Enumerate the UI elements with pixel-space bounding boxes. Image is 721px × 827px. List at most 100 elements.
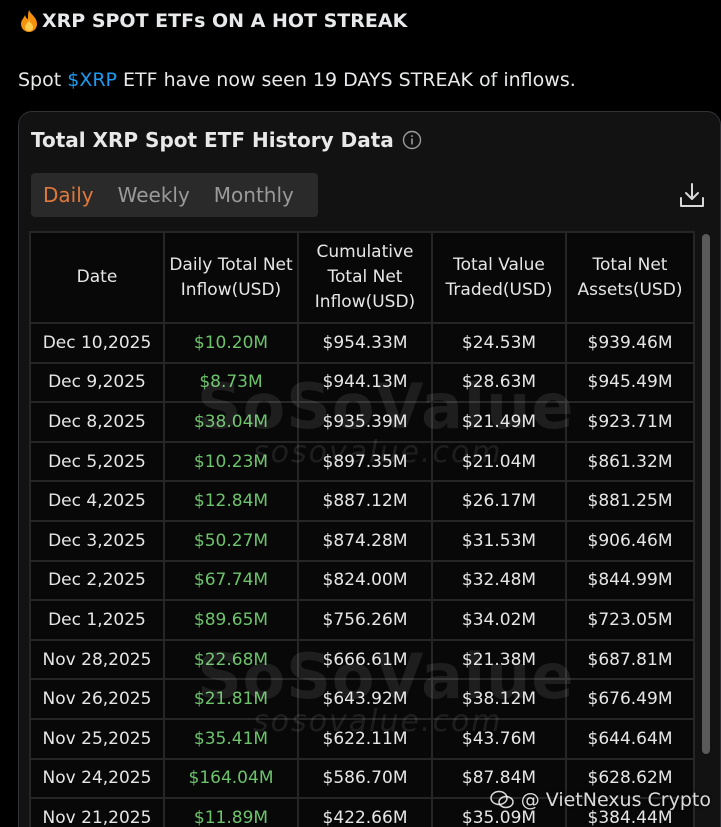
cell-total-net-assets: $644.64M xyxy=(565,717,695,760)
cell-daily-net-inflow: $12.84M xyxy=(163,480,299,522)
table-header-row: Date Daily Total Net Inflow(USD) Cumulat… xyxy=(29,231,695,324)
etf-history-card: Total XRP Spot ETF History Data Daily We… xyxy=(18,111,721,827)
cell-cumulative-net-inflow: $824.00M xyxy=(297,559,433,602)
table-row: Dec 2,2025 $67.74M $824.00M $32.48M $844.99M xyxy=(29,559,695,602)
cell-daily-net-inflow: $89.65M xyxy=(163,599,299,641)
cell-date: Dec 1,2025 xyxy=(29,599,165,641)
cell-cumulative-net-inflow: $756.26M xyxy=(297,599,433,641)
cell-total-net-assets: $861.32M xyxy=(565,440,695,483)
table-row: Nov 26,2025 $21.81M $643.92M $38.12M $676.49… xyxy=(29,678,695,720)
fire-icon xyxy=(21,10,37,32)
cell-total-net-assets: $687.81M xyxy=(565,638,695,681)
cell-daily-net-inflow: $35.41M xyxy=(163,717,299,760)
cashtag-link[interactable]: $XRP xyxy=(67,69,118,91)
cell-cumulative-net-inflow: $586.70M xyxy=(297,757,433,800)
cell-total-value-traded: $34.02M xyxy=(431,599,567,641)
table-row: Dec 8,2025 $38.04M $935.39M $21.49M $923.71M xyxy=(29,401,695,443)
cell-total-value-traded: $38.12M xyxy=(431,678,567,720)
cell-total-value-traded: $32.48M xyxy=(431,559,567,602)
cell-cumulative-net-inflow: $935.39M xyxy=(297,401,433,443)
cell-date: Nov 26,2025 xyxy=(29,678,165,720)
tab-daily[interactable]: Daily xyxy=(43,183,94,207)
header-date[interactable]: Date xyxy=(29,231,165,324)
post-title: XRP SPOT ETFs ON A HOT STREAK xyxy=(18,9,407,33)
header-total-net-assets[interactable]: Total Net Assets(USD) xyxy=(565,231,695,324)
period-tabs: Daily Weekly Monthly xyxy=(31,173,318,217)
cell-cumulative-net-inflow: $897.35M xyxy=(297,440,433,483)
cell-total-net-assets: $906.46M xyxy=(565,519,695,562)
cell-daily-net-inflow: $10.20M xyxy=(163,322,299,364)
cell-date: Nov 28,2025 xyxy=(29,638,165,681)
cell-total-net-assets: $384.44M xyxy=(565,797,695,827)
cell-cumulative-net-inflow: $422.66M xyxy=(297,797,433,827)
cell-daily-net-inflow: $50.27M xyxy=(163,519,299,562)
cell-cumulative-net-inflow: $622.11M xyxy=(297,717,433,760)
cell-daily-net-inflow: $67.74M xyxy=(163,559,299,602)
post-title-text: XRP SPOT ETFs ON A HOT STREAK xyxy=(42,10,408,32)
info-icon[interactable] xyxy=(402,130,422,150)
cell-cumulative-net-inflow: $874.28M xyxy=(297,519,433,562)
cell-total-value-traded: $35.09M xyxy=(431,797,567,827)
header-total-value-traded[interactable]: Total Value Traded(USD) xyxy=(431,231,567,324)
tab-weekly[interactable]: Weekly xyxy=(117,183,190,207)
cell-date: Nov 24,2025 xyxy=(29,757,165,800)
cell-daily-net-inflow: $10.23M xyxy=(163,440,299,483)
cell-daily-net-inflow: $11.89M xyxy=(163,797,299,827)
credit-text: @ VietNexus Crypto xyxy=(520,789,711,811)
cell-daily-net-inflow: $21.81M xyxy=(163,678,299,720)
card-title-text: Total XRP Spot ETF History Data xyxy=(31,128,394,152)
cell-date: Dec 10,2025 xyxy=(29,322,165,364)
post-body-suffix: ETF have now seen 19 DAYS STREAK of infl… xyxy=(117,69,576,91)
cell-total-value-traded: $21.49M xyxy=(431,401,567,443)
table-row: Dec 10,2025 $10.20M $954.33M $24.53M $939.46… xyxy=(29,322,695,364)
cell-date: Nov 25,2025 xyxy=(29,717,165,760)
cell-total-net-assets: $923.71M xyxy=(565,401,695,443)
tab-monthly[interactable]: Monthly xyxy=(213,183,294,207)
cell-total-value-traded: $28.63M xyxy=(431,361,567,404)
cell-total-net-assets: $881.25M xyxy=(565,480,695,522)
cell-cumulative-net-inflow: $666.61M xyxy=(297,638,433,681)
cell-cumulative-net-inflow: $643.92M xyxy=(297,678,433,720)
cell-total-net-assets: $939.46M xyxy=(565,322,695,364)
cell-total-value-traded: $43.76M xyxy=(431,717,567,760)
cell-total-value-traded: $31.53M xyxy=(431,519,567,562)
table-row: Nov 21,2025 $11.89M $422.66M $35.09M $384.44… xyxy=(29,797,695,827)
table-row: Nov 25,2025 $35.41M $622.11M $43.76M $644.64… xyxy=(29,717,695,760)
credit-watermark: @ VietNexus Crypto xyxy=(489,787,711,813)
cell-total-net-assets: $945.49M xyxy=(565,361,695,404)
cell-daily-net-inflow: $22.68M xyxy=(163,638,299,681)
table-row: Dec 3,2025 $50.27M $874.28M $31.53M $906.46M xyxy=(29,519,695,562)
cell-total-value-traded: $26.17M xyxy=(431,480,567,522)
table-body: Dec 10,2025 $10.20M $954.33M $24.53M $939.46… xyxy=(29,322,695,827)
header-daily-net-inflow[interactable]: Daily Total Net Inflow(USD) xyxy=(163,231,299,324)
table-row: Dec 4,2025 $12.84M $887.12M $26.17M $881.25M xyxy=(29,480,695,522)
cell-date: Dec 3,2025 xyxy=(29,519,165,562)
cell-cumulative-net-inflow: $944.13M xyxy=(297,361,433,404)
cell-total-net-assets: $723.05M xyxy=(565,599,695,641)
cell-date: Dec 8,2025 xyxy=(29,401,165,443)
cell-total-net-assets: $628.62M xyxy=(565,757,695,800)
header-cumulative-net-inflow[interactable]: Cumulative Total Net Inflow(USD) xyxy=(297,231,433,324)
cell-total-net-assets: $676.49M xyxy=(565,678,695,720)
cell-date: Dec 9,2025 xyxy=(29,361,165,404)
cell-total-value-traded: $21.04M xyxy=(431,440,567,483)
table-row: Dec 9,2025 $8.73M $944.13M $28.63M $945.49M xyxy=(29,361,695,404)
table-scrollbar[interactable] xyxy=(702,234,710,754)
cell-date: Dec 5,2025 xyxy=(29,440,165,483)
table-row: Dec 5,2025 $10.23M $897.35M $21.04M $861.32M xyxy=(29,440,695,483)
cell-cumulative-net-inflow: $887.12M xyxy=(297,480,433,522)
cell-daily-net-inflow: $38.04M xyxy=(163,401,299,443)
cell-total-net-assets: $844.99M xyxy=(565,559,695,602)
cell-cumulative-net-inflow: $954.33M xyxy=(297,322,433,364)
download-icon[interactable] xyxy=(677,180,707,210)
table-row: Nov 28,2025 $22.68M $666.61M $21.38M $687.81… xyxy=(29,638,695,681)
etf-table-wrapper: Date Daily Total Net Inflow(USD) Cumulat… xyxy=(29,231,695,827)
cell-date: Dec 2,2025 xyxy=(29,559,165,602)
etf-history-table: Date Daily Total Net Inflow(USD) Cumulat… xyxy=(29,231,695,827)
cell-total-value-traded: $21.38M xyxy=(431,638,567,681)
table-row: Dec 1,2025 $89.65M $756.26M $34.02M $723.05M xyxy=(29,599,695,641)
post-body-prefix: Spot xyxy=(18,69,68,91)
table-row: Nov 24,2025 $164.04M $586.70M $87.84M $628.6… xyxy=(29,757,695,800)
cell-daily-net-inflow: $164.04M xyxy=(163,757,299,800)
cell-daily-net-inflow: $8.73M xyxy=(163,361,299,404)
